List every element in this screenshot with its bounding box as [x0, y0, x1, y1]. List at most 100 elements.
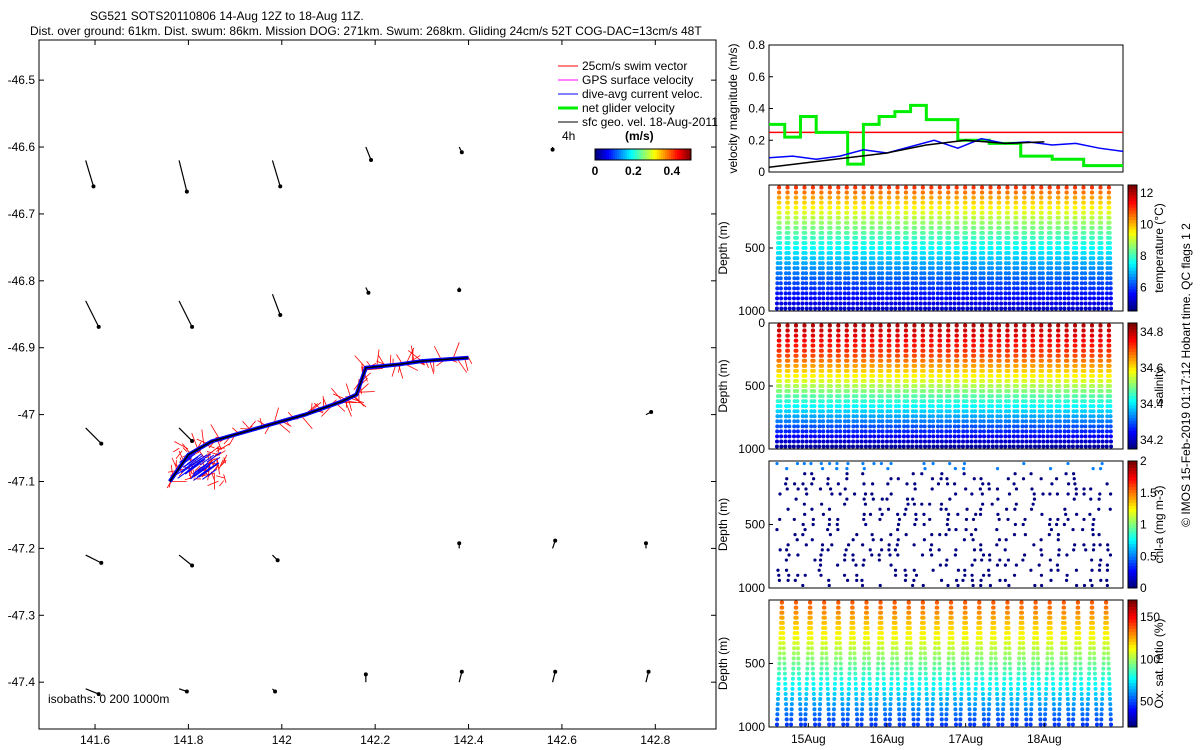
temperature-point [954, 190, 959, 195]
temperature-point [876, 296, 881, 301]
salinity-colorbar-swatch [1128, 323, 1137, 327]
salinity-point [800, 409, 805, 414]
salinity-colorbar-swatch [1128, 341, 1137, 346]
temperature-colorbar-swatch [1128, 270, 1137, 274]
salinity-colorbar-swatch [1128, 398, 1137, 403]
chla-colorbar-swatch [1128, 524, 1137, 529]
sfc-vector-head [643, 541, 648, 546]
salinity-point [969, 434, 974, 439]
sfc-legend-label: sfc geo. vel. 18-Aug-2011 [582, 115, 718, 129]
salinity-point [902, 419, 907, 424]
temperature-point [902, 271, 907, 276]
temperature-point [862, 230, 867, 235]
temperature-point [872, 296, 877, 301]
salinity-point [778, 389, 783, 394]
temperature-point [989, 246, 994, 250]
salinity-point [1020, 444, 1025, 449]
salinity-point [1088, 419, 1093, 424]
salinity-point [981, 404, 986, 409]
temperature-point [804, 286, 809, 291]
temperature-point [1054, 276, 1059, 281]
temperature-point [1083, 296, 1088, 301]
temperature-point [804, 301, 809, 306]
salinity-point [787, 429, 792, 434]
temperature-point [998, 266, 1003, 271]
temperature-point [829, 266, 834, 271]
salinity-colorbar-swatch [1128, 439, 1137, 444]
temperature-point [912, 210, 917, 215]
temperature-point [800, 291, 805, 296]
chla-point [962, 467, 966, 471]
salinity-point [918, 434, 923, 439]
gps-legend-label: GPS surface velocity [582, 73, 693, 87]
salinity-point [880, 439, 885, 444]
chla-point [1088, 578, 1093, 582]
chla-point [1091, 522, 1095, 527]
salinity-point [829, 424, 834, 429]
chla-point [988, 583, 993, 588]
salinity-point [947, 414, 952, 419]
temperature-point [922, 266, 927, 271]
temperature-point [778, 235, 783, 240]
temperature-point [775, 276, 780, 281]
temperature-point [846, 286, 851, 291]
temperature-point [800, 276, 805, 281]
temperature-point [775, 261, 780, 266]
chla-point [921, 583, 925, 588]
salinity-point [1108, 409, 1113, 414]
temperature-point [1083, 271, 1088, 276]
salinity-point [819, 353, 824, 358]
temperature-point [821, 281, 826, 286]
salinity-point [969, 444, 974, 449]
temperature-point [914, 296, 919, 301]
temperature-point [862, 246, 867, 250]
salinity-point [1039, 333, 1044, 338]
salinity-point [1012, 424, 1017, 429]
temperature-point [1099, 230, 1104, 235]
temperature-point [1053, 306, 1058, 311]
salinity-point [971, 328, 976, 333]
temperature-point [912, 200, 917, 205]
salinity-point [963, 343, 968, 348]
temperature-point [1006, 266, 1011, 271]
salinity-point [812, 414, 817, 419]
salinity-point [777, 363, 782, 368]
salinity-point [885, 434, 890, 439]
salinity-point [922, 394, 927, 399]
chla-point [1056, 538, 1060, 542]
temperature-point [1091, 281, 1096, 286]
temperature-point [878, 195, 883, 200]
temperature-point [860, 276, 865, 281]
salinity-point [1037, 419, 1042, 424]
salinity-point [989, 358, 994, 363]
temperature-point [1074, 281, 1079, 286]
salinity-point [893, 429, 898, 434]
temperature-point [1071, 261, 1076, 266]
chla-point [886, 507, 891, 511]
temperature-point [820, 235, 825, 240]
chla-point [997, 538, 1002, 542]
temperature-point [820, 271, 825, 276]
salinity-point [936, 409, 941, 414]
temperature-point [1107, 190, 1112, 195]
temperature-point [842, 301, 847, 306]
salinity-point [1090, 373, 1095, 378]
temperature-point [929, 215, 934, 220]
salinity-point [1091, 429, 1096, 434]
chla-point [930, 553, 934, 557]
temperature-point [813, 306, 818, 311]
temperature-point [811, 220, 816, 225]
temperature-point [792, 266, 797, 271]
temperature-point [825, 296, 830, 301]
salinity-point [988, 323, 993, 328]
chla-point [928, 548, 933, 552]
salinity-point [803, 394, 808, 399]
salinity-point [862, 368, 867, 373]
temperature-point [1023, 251, 1028, 256]
temperature-point [783, 281, 788, 286]
salinity-point [825, 429, 830, 434]
chla-point [1050, 482, 1054, 486]
salinity-point [929, 343, 934, 348]
temperature-point [1096, 296, 1101, 301]
salinity-point [846, 424, 851, 429]
